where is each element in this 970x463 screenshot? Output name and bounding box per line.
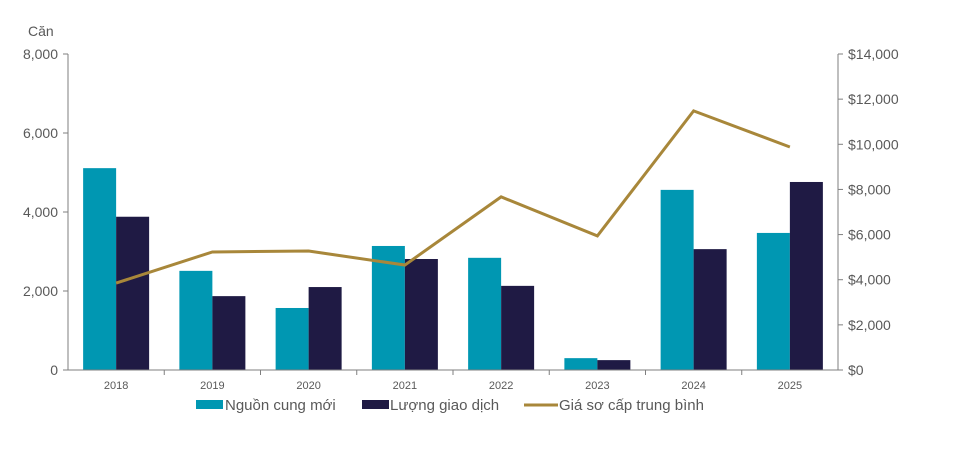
bar-supply-2020: [276, 308, 309, 370]
y-axis-ticks: 0 2,000 4,000 6,000 8,000: [23, 46, 68, 378]
legend: Nguồn cung mới Lượng giao dịch Giá sơ cấ…: [196, 397, 704, 414]
bar-transactions-2022: [501, 286, 534, 370]
x-tick-label: 2022: [489, 380, 513, 392]
y-tick-label: 4,000: [23, 204, 58, 220]
y-axis-label: Căn: [28, 23, 54, 39]
legend-swatch-transactions: [362, 400, 389, 409]
x-tick-label: 2019: [200, 380, 224, 392]
y2-tick-label: $2,000: [848, 317, 891, 333]
x-axis-ticks: 2018 2019 2020 2021 2022 2023 2024 2025: [104, 370, 802, 392]
y2-axis-ticks: $0 $2,000 $4,000 $6,000 $8,000 $10,000 $12,000…: [838, 46, 899, 378]
y2-tick-label: $4,000: [848, 272, 891, 288]
x-tick-label: 2024: [681, 380, 705, 392]
y-tick-label: 0: [50, 362, 58, 378]
bar-supply-2024: [661, 190, 694, 370]
y-tick-label: 6,000: [23, 125, 58, 141]
bar-transactions-2025: [790, 182, 823, 370]
x-tick-label: 2021: [393, 380, 417, 392]
bar-transactions-2021: [405, 259, 438, 370]
y2-tick-label: $14,000: [848, 46, 899, 62]
x-tick-label: 2020: [296, 380, 320, 392]
y2-tick-label: $8,000: [848, 181, 891, 197]
bar-transactions-2019: [212, 296, 245, 370]
bar-supply-2023: [564, 358, 597, 370]
y-tick-label: 8,000: [23, 46, 58, 62]
bar-transactions-2018: [116, 217, 149, 370]
bar-transactions-2020: [309, 287, 342, 370]
legend-label-transactions: Lượng giao dịch: [390, 397, 499, 414]
y2-tick-label: $12,000: [848, 91, 899, 107]
y2-tick-label: $0: [848, 362, 864, 378]
x-tick-label: 2023: [585, 380, 609, 392]
legend-label-supply: Nguồn cung mới: [225, 397, 336, 414]
x-tick-label: 2018: [104, 380, 128, 392]
legend-label-price: Giá sơ cấp trung bình: [559, 397, 704, 414]
bars: [83, 168, 823, 370]
bar-supply-2018: [83, 168, 116, 370]
y2-tick-label: $6,000: [848, 227, 891, 243]
y2-tick-label: $10,000: [848, 136, 899, 152]
y-tick-label: 2,000: [23, 283, 58, 299]
legend-swatch-supply: [196, 400, 223, 409]
bar-supply-2025: [757, 233, 790, 370]
bar-transactions-2024: [694, 249, 727, 370]
bar-supply-2022: [468, 258, 501, 370]
bar-supply-2019: [179, 271, 212, 370]
bar-transactions-2023: [597, 360, 630, 370]
x-tick-label: 2025: [778, 380, 802, 392]
